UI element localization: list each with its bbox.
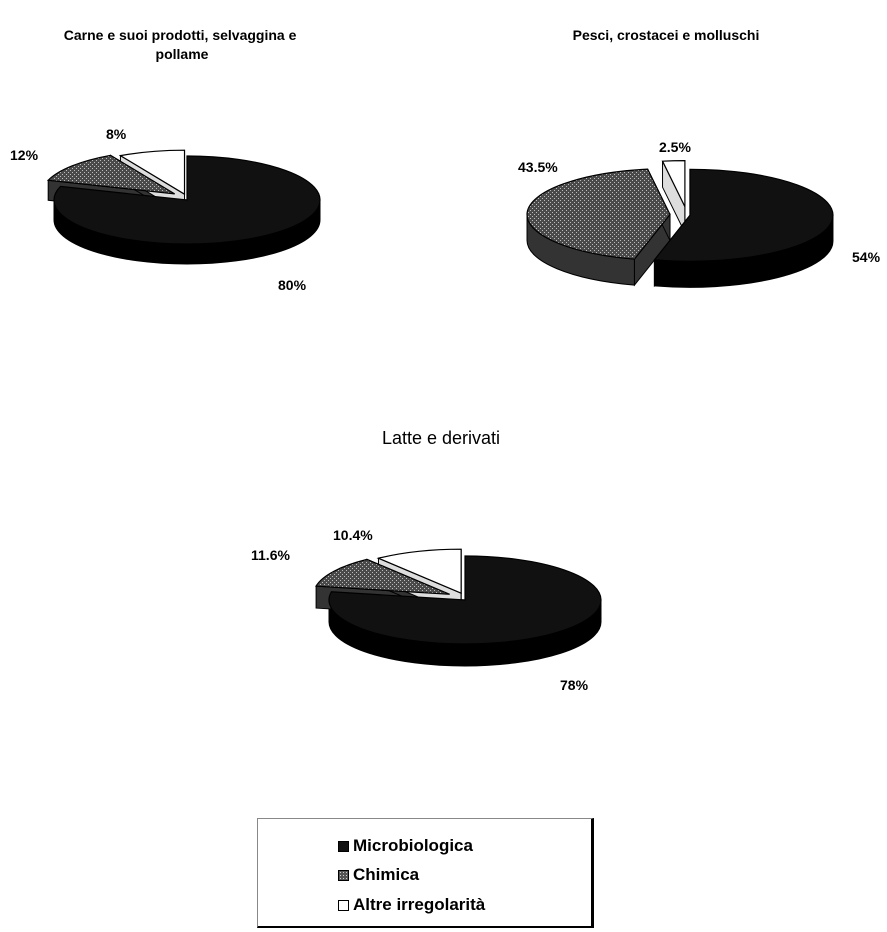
slice-label-carne-microbiologica: 80% [278,277,307,293]
slice-label-pesci-altre: 2.5% [659,139,691,155]
legend-label-chimica: Chimica [353,865,420,884]
pie-chart-pesci: Pesci, crostacei e molluschi 54% 43.5% 2… [518,27,881,288]
legend-swatch-chimica [338,869,349,881]
slice-carne-microbiologica [53,155,321,245]
pie-slices-latte [315,548,602,667]
slice-label-pesci-microbiologica: 54% [852,249,881,265]
legend-item-chimica: Chimica [338,864,419,886]
slice-pesci-altre [661,160,686,207]
pie-chart-carne: Carne e suoi prodotti, selvaggina e poll… [10,27,321,293]
slice-latte-microbiologica [328,555,602,645]
slice-carne-altre [118,149,186,196]
slice-label-carne-chimica: 12% [10,147,39,163]
slice-pesci-microbiologica [653,168,834,262]
legend-item-microbiologica: Microbiologica [338,835,473,857]
slice-label-latte-altre: 10.4% [333,527,373,543]
slice-latte-chimica [315,558,450,595]
legend-label-altre: Altre irregolarità [353,895,486,914]
slice-label-pesci-chimica: 43.5% [518,159,558,175]
pie-chart-latte: Latte e derivati 78% 11.6% 10.4% [251,428,602,693]
slice-latte-altre [376,548,462,595]
slice-pesci-chimica [526,168,671,260]
legend-swatch-altre [338,899,349,911]
pie-slices-pesci [526,160,834,288]
pie-slices-carne [46,149,321,265]
legend-item-altre: Altre irregolarità [338,894,485,916]
chart-title-latte: Latte e derivati [382,428,500,448]
legend-swatch-microbiologica [338,840,349,852]
chart-title-carne: Carne e suoi prodotti, selvaggina e poll… [64,27,301,62]
legend: Microbiologica Chimica Altre irregolarit… [257,818,594,928]
chart-title-pesci: Pesci, crostacei e molluschi [573,27,760,43]
slice-label-carne-altre: 8% [106,126,127,142]
slice-carne-chimica [46,154,175,195]
slice-label-latte-chimica: 11.6% [251,547,290,563]
slice-label-latte-microbiologica: 78% [560,677,589,693]
legend-label-microbiologica: Microbiologica [353,836,473,855]
